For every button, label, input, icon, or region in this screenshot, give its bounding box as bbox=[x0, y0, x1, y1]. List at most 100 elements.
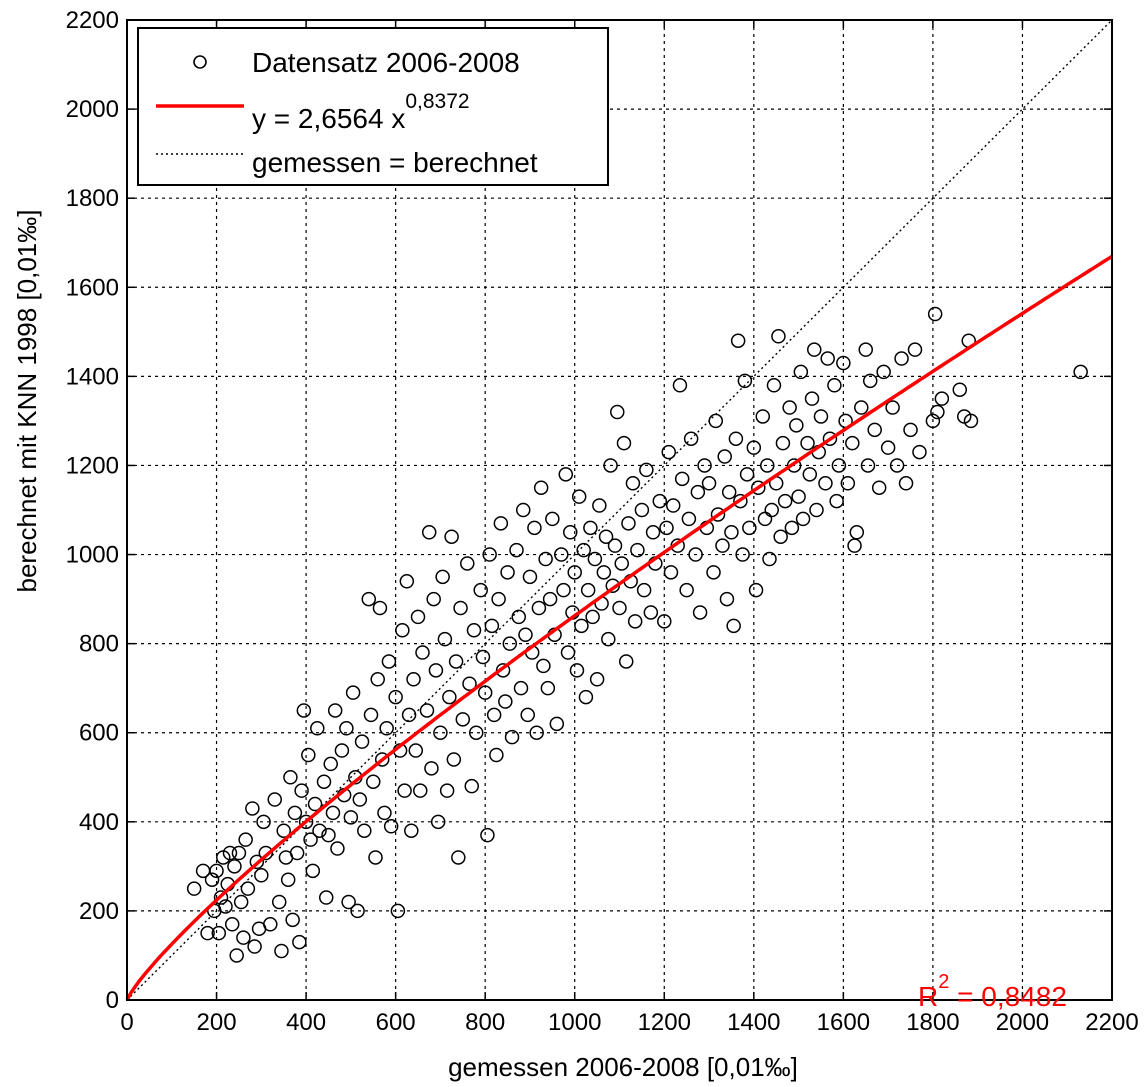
data-point bbox=[404, 823, 419, 838]
data-point bbox=[567, 565, 582, 580]
data-point bbox=[688, 547, 703, 562]
data-point bbox=[531, 600, 547, 616]
data-point bbox=[343, 810, 359, 825]
data-point bbox=[397, 783, 412, 798]
data-point bbox=[681, 511, 697, 527]
data-point bbox=[327, 703, 343, 718]
data-point bbox=[303, 832, 318, 847]
data-point bbox=[482, 547, 497, 562]
data-point bbox=[571, 489, 587, 504]
data-point bbox=[963, 413, 979, 429]
data-point bbox=[889, 458, 905, 473]
y-tick-label: 200 bbox=[79, 898, 119, 925]
data-point bbox=[636, 582, 652, 598]
data-point bbox=[813, 409, 829, 424]
data-point bbox=[381, 654, 397, 669]
legend-identity-label: gemessen = berechnet bbox=[252, 147, 538, 178]
data-point bbox=[468, 725, 484, 740]
data-point bbox=[372, 600, 388, 616]
data-point bbox=[446, 752, 462, 767]
data-point bbox=[341, 894, 356, 910]
data-point bbox=[211, 925, 227, 941]
y-tick-label: 1200 bbox=[66, 452, 119, 479]
data-point bbox=[930, 404, 945, 420]
data-point bbox=[325, 805, 341, 821]
data-point bbox=[762, 551, 777, 567]
data-point bbox=[621, 516, 636, 531]
data-point bbox=[430, 814, 446, 830]
data-point bbox=[213, 890, 229, 905]
data-point bbox=[867, 422, 882, 438]
data-point bbox=[786, 458, 802, 473]
data-point bbox=[701, 476, 717, 491]
data-point bbox=[518, 627, 533, 642]
data-point bbox=[274, 943, 289, 959]
legend-scatter-marker bbox=[193, 55, 207, 69]
data-point bbox=[793, 364, 809, 380]
data-point bbox=[618, 654, 634, 669]
data-point bbox=[466, 623, 482, 638]
data-point bbox=[898, 476, 914, 491]
data-point bbox=[249, 854, 265, 870]
y-tick-label: 800 bbox=[79, 631, 119, 658]
legend: Datensatz 2006-2008 y = 2,6564 x0,8372 g… bbox=[137, 27, 609, 186]
data-point bbox=[845, 435, 860, 451]
data-point bbox=[298, 814, 314, 830]
data-point bbox=[218, 899, 233, 914]
legend-fit-label: y = 2,6564 x0,8372 bbox=[252, 90, 470, 134]
data-point bbox=[802, 467, 818, 482]
legend-fit-label-base: y = 2,6564 x bbox=[252, 103, 405, 134]
plot-frame bbox=[126, 19, 1113, 1001]
data-point bbox=[370, 672, 385, 687]
data-point bbox=[585, 609, 600, 625]
data-point bbox=[592, 498, 607, 513]
data-point bbox=[665, 498, 681, 513]
data-point bbox=[771, 329, 786, 344]
data-point bbox=[305, 863, 321, 879]
data-point bbox=[849, 525, 865, 540]
data-point bbox=[354, 734, 370, 749]
data-point bbox=[224, 917, 240, 932]
data-point bbox=[287, 805, 303, 821]
data-point bbox=[854, 400, 869, 415]
data-point bbox=[634, 502, 650, 518]
fit-curve bbox=[125, 254, 1113, 1001]
data-point bbox=[739, 467, 755, 482]
y-tick-label: 400 bbox=[79, 809, 119, 836]
data-point bbox=[294, 783, 309, 798]
data-point bbox=[495, 663, 511, 678]
data-point bbox=[426, 591, 441, 607]
data-point bbox=[339, 721, 354, 736]
data-point bbox=[529, 725, 544, 740]
data-point bbox=[710, 507, 726, 522]
data-point bbox=[374, 752, 390, 767]
x-tick-label: 200 bbox=[197, 1009, 237, 1036]
data-point bbox=[804, 391, 820, 406]
data-point bbox=[448, 654, 464, 669]
data-point bbox=[419, 703, 435, 718]
data-point bbox=[925, 413, 941, 429]
data-point bbox=[540, 680, 556, 696]
data-point bbox=[323, 756, 338, 772]
x-tick-label: 600 bbox=[376, 1009, 416, 1036]
data-point bbox=[627, 614, 643, 629]
data-point bbox=[706, 565, 721, 580]
data-point bbox=[822, 431, 838, 446]
y-tick-label: 2000 bbox=[66, 96, 119, 123]
data-point bbox=[236, 930, 251, 945]
y-tick-label: 2200 bbox=[66, 7, 119, 34]
data-point bbox=[408, 743, 424, 758]
data-point bbox=[545, 511, 560, 527]
data-point bbox=[301, 747, 316, 763]
data-point bbox=[489, 747, 504, 763]
data-point bbox=[697, 458, 712, 473]
data-point bbox=[777, 493, 793, 509]
data-point bbox=[390, 903, 406, 919]
data-point bbox=[296, 703, 312, 718]
data-point bbox=[498, 694, 513, 709]
data-point bbox=[515, 502, 531, 518]
data-point bbox=[903, 422, 918, 438]
data-point bbox=[428, 663, 444, 678]
data-point bbox=[576, 542, 591, 558]
data-point bbox=[912, 444, 927, 460]
